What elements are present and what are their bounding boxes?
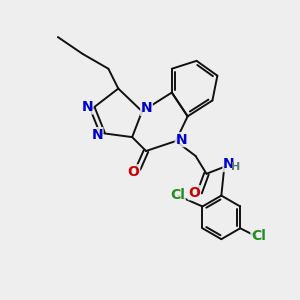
Text: N: N: [175, 133, 187, 147]
Text: N: N: [91, 128, 103, 142]
Text: N: N: [141, 101, 152, 116]
Text: H: H: [231, 162, 240, 172]
Text: Cl: Cl: [170, 188, 185, 202]
Text: Cl: Cl: [251, 229, 266, 243]
Text: N: N: [81, 100, 93, 114]
Text: O: O: [188, 186, 200, 200]
Text: N: N: [223, 158, 235, 172]
Text: O: O: [128, 165, 140, 179]
